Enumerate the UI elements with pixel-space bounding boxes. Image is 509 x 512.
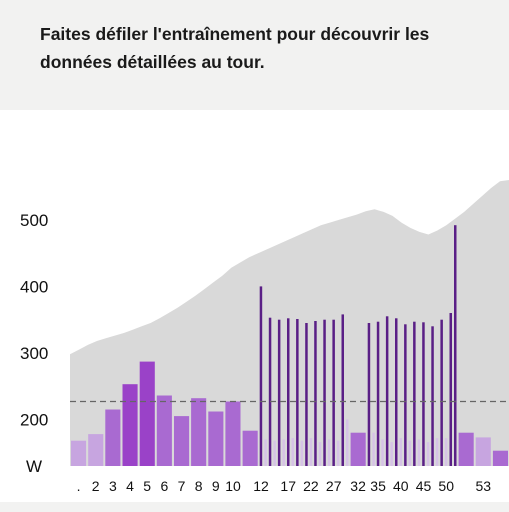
y-tick-label: 500 xyxy=(20,211,48,230)
lap-bar xyxy=(225,401,241,466)
lap-bar xyxy=(372,432,375,466)
x-tick-label: 40 xyxy=(393,478,409,494)
x-tick-label: 12 xyxy=(253,478,269,494)
x-tick-label: 22 xyxy=(303,478,319,494)
lap-bar xyxy=(413,321,416,466)
lap-bar xyxy=(305,323,308,466)
x-tick-label: 27 xyxy=(326,478,342,494)
x-tick-label: . xyxy=(77,478,81,494)
lap-bar xyxy=(105,409,121,466)
lap-bar xyxy=(454,225,457,466)
y-tick-label: 200 xyxy=(20,410,48,429)
lap-bar xyxy=(122,384,138,466)
lap-bar xyxy=(426,442,430,466)
x-tick-label: 45 xyxy=(416,478,432,494)
lap-bar xyxy=(422,322,425,466)
lap-bar xyxy=(385,316,389,466)
lap-bar xyxy=(264,439,267,466)
lap-bar xyxy=(408,440,412,466)
lap-bar xyxy=(318,442,322,466)
x-tick-label: 17 xyxy=(280,478,296,494)
bottom-divider xyxy=(0,502,509,512)
lap-bar xyxy=(492,450,508,466)
x-tick-label: 4 xyxy=(126,478,134,494)
lap-bar xyxy=(287,318,290,466)
x-tick-label: 5 xyxy=(143,478,151,494)
lap-bar xyxy=(314,321,317,466)
x-tick-label: 10 xyxy=(225,478,241,494)
lap-bar xyxy=(242,430,258,466)
lap-bar xyxy=(440,319,443,466)
lap-bar xyxy=(273,440,276,466)
lap-bar xyxy=(431,326,434,466)
lap-bar xyxy=(367,323,371,466)
lap-bar xyxy=(327,439,331,466)
y-axis-unit-label: W xyxy=(26,457,42,476)
lap-bar xyxy=(156,395,172,466)
x-tick-label: 2 xyxy=(92,478,100,494)
x-tick-label: 9 xyxy=(212,478,220,494)
lap-bar xyxy=(350,432,366,466)
lap-bar xyxy=(381,439,384,466)
scroll-hint-text: Faites défiler l'entraînement pour décou… xyxy=(40,24,430,72)
lap-bar xyxy=(71,440,87,466)
lap-bar xyxy=(332,319,335,466)
lap-bar xyxy=(268,317,272,466)
lap-bar xyxy=(341,314,344,466)
lap-bar xyxy=(296,319,299,466)
lap-bar xyxy=(300,440,304,466)
lap-bar xyxy=(139,361,155,466)
x-tick-label: 8 xyxy=(195,478,203,494)
lap-bar xyxy=(174,416,190,466)
lap-bar xyxy=(390,442,393,466)
x-tick-label: 53 xyxy=(476,478,492,494)
lap-bar xyxy=(417,439,421,466)
x-tick-label: 3 xyxy=(109,478,117,494)
lap-bar xyxy=(277,319,281,466)
lap-bar xyxy=(399,438,402,466)
y-tick-label: 400 xyxy=(20,277,48,296)
lap-bar xyxy=(259,286,263,466)
x-tick-label: 50 xyxy=(438,478,454,494)
lap-bar xyxy=(435,438,439,466)
lap-bar xyxy=(309,438,313,466)
x-tick-label: 7 xyxy=(178,478,186,494)
lap-bar xyxy=(395,318,398,466)
lap-bar xyxy=(376,321,380,466)
info-banner: Faites défiler l'entraînement pour décou… xyxy=(0,0,509,110)
x-tick-label: 32 xyxy=(350,478,366,494)
lap-bar xyxy=(291,438,294,466)
x-tick-label: 6 xyxy=(161,478,169,494)
workout-power-chart[interactable]: 200 300 400 500 W. 2 3 4 5 6 7 8 9 10 12 17 22 27 32 35 40 45… xyxy=(0,110,509,502)
lap-bar xyxy=(191,398,207,466)
lap-bar xyxy=(346,419,349,466)
lap-bar xyxy=(208,411,224,466)
y-tick-label: 300 xyxy=(20,344,48,363)
lap-bar xyxy=(88,434,104,466)
lap-bar xyxy=(458,432,474,466)
x-tick-label: 35 xyxy=(370,478,386,494)
lap-bar xyxy=(444,438,448,466)
lap-bar xyxy=(404,324,407,466)
lap-bar xyxy=(475,437,491,466)
lap-bar xyxy=(323,319,326,466)
lap-bar xyxy=(336,440,340,466)
lap-bar xyxy=(282,439,285,466)
lap-bar xyxy=(449,313,452,466)
